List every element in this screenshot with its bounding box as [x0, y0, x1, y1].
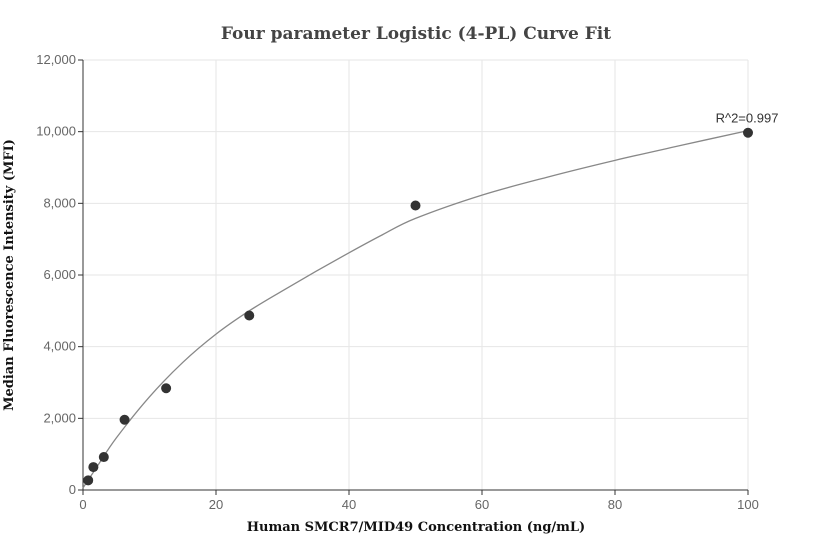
data-point	[98, 452, 109, 463]
x-tick-label: 0	[79, 497, 86, 512]
y-tick-label: 6,000	[43, 267, 76, 282]
x-tick-label: 80	[608, 497, 622, 512]
fit-curve-line	[82, 129, 749, 489]
y-tick-label: 2,000	[43, 410, 76, 425]
data-point	[244, 310, 255, 321]
x-tick-label: 40	[342, 497, 356, 512]
data-point	[119, 414, 130, 425]
tick-labels: 0 20 40 60 80 100 0 2,000 4,000 6,000 8,000 10,000 1…	[36, 52, 759, 512]
y-tick-label: 10,000	[36, 124, 76, 139]
y-axis-label: Median Fluorescence Intensity (MFI)	[2, 139, 17, 411]
x-axis-label: Human SMCR7/MID49 Concentration (ng/mL)	[247, 520, 585, 535]
data-point	[743, 127, 753, 138]
y-tick-label: 4,000	[43, 339, 76, 354]
x-tick-label: 100	[737, 497, 759, 512]
chart-title: Four parameter Logistic (4-PL) Curve Fit	[221, 24, 611, 44]
data-points	[83, 127, 753, 486]
data-point	[161, 383, 172, 394]
data-point	[410, 200, 421, 211]
y-tick-label: 0	[69, 482, 76, 497]
x-tick-label: 60	[475, 497, 489, 512]
y-tick-label: 8,000	[43, 195, 76, 210]
x-tick-label: 20	[209, 497, 223, 512]
data-point	[88, 462, 99, 473]
axes	[78, 59, 749, 495]
grid	[82, 59, 749, 491]
r-squared-annotation: R^2=0.997	[716, 111, 779, 126]
data-point	[83, 475, 94, 486]
y-tick-label: 12,000	[36, 52, 76, 67]
